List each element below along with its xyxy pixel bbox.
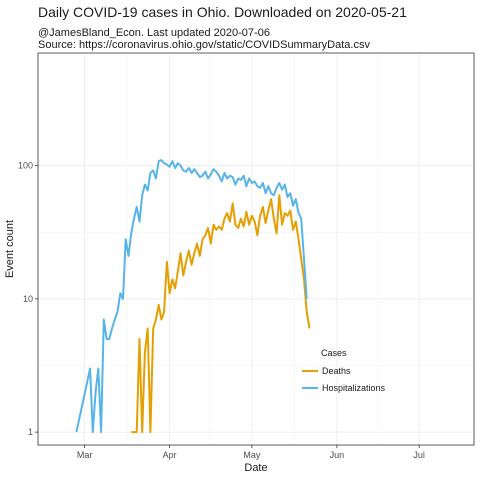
legend: Cases Deaths Hospitalizations [302, 348, 386, 393]
series-line-hospitalizations [75, 159, 308, 434]
series-group [75, 159, 311, 434]
legend-label-deaths: Deaths [322, 366, 351, 376]
x-tick-label: May [243, 450, 261, 460]
y-axis-label: Event count [4, 220, 16, 278]
series-line-deaths [131, 194, 311, 434]
plot-panel-border [37, 52, 475, 446]
x-tick-label: Jul [413, 450, 425, 460]
x-axis-ticks: Mar Apr May Jun Jul [77, 445, 425, 460]
x-tick-label: Apr [163, 450, 177, 460]
chart-subtitle-line2: Source: https://coronavirus.ohio.gov/sta… [38, 39, 370, 51]
x-tick-label: Jun [330, 450, 345, 460]
y-tick-label: 1 [28, 427, 33, 437]
legend-label-hospitalizations: Hospitalizations [322, 383, 386, 393]
x-tick-label: Mar [77, 450, 93, 460]
chart-subtitle-line1: @JamesBland_Econ. Last updated 2020-07-0… [38, 27, 270, 39]
y-tick-label: 100 [18, 161, 33, 171]
grid [38, 53, 474, 445]
legend-title: Cases [321, 348, 347, 358]
x-axis-label: Date [244, 462, 267, 474]
y-axis-ticks: 1 10 100 [18, 161, 38, 437]
y-tick-label: 10 [23, 294, 33, 304]
chart-title: Daily COVID-19 cases in Ohio. Downloaded… [38, 4, 407, 20]
